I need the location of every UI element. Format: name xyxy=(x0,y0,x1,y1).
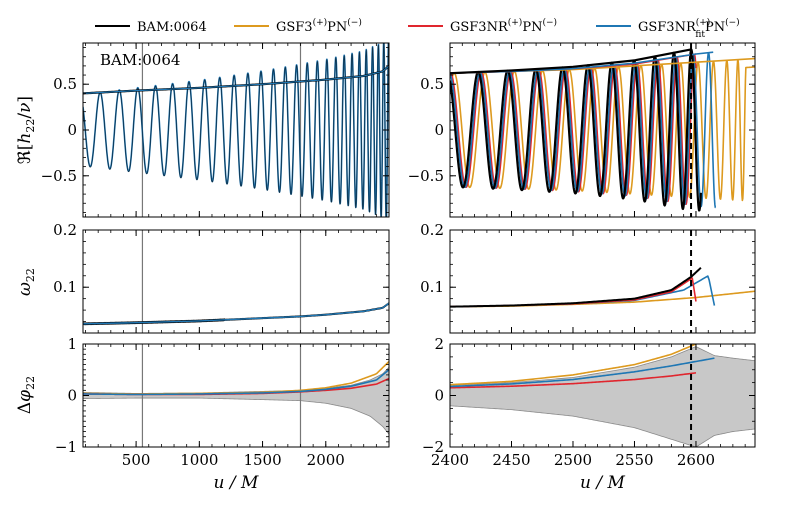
legend-label-gsf3nrfit: GSF3NR(+) fitPN(−) xyxy=(638,17,740,40)
panel-dphi22-full: 500 1000 1500 2000 −1 0 1 Δφ22 u / M xyxy=(15,335,390,493)
series-gsf3nrfit xyxy=(83,369,389,396)
y-tick-label: 0.5 xyxy=(420,75,444,93)
y-tick-label: 0.2 xyxy=(53,221,77,239)
y-tick-label: −1 xyxy=(55,438,77,456)
uncertainty-band xyxy=(450,346,755,447)
y-tick-label: −0.5 xyxy=(41,167,77,185)
x-tick-label: 2600 xyxy=(677,451,715,469)
legend-item-bam: BAM:0064 xyxy=(95,20,207,35)
x-tick-label: 2400 xyxy=(431,451,469,469)
y-tick-label: −2 xyxy=(422,438,444,456)
x-tick-label: 2550 xyxy=(615,451,653,469)
plot-area xyxy=(450,48,755,212)
x-tick-label: 2000 xyxy=(307,451,345,469)
y-axis-label: ω22 xyxy=(15,268,37,296)
y-tick-label: 0 xyxy=(434,121,444,139)
x-axis-label: u / M xyxy=(580,473,625,493)
y-tick-label: 0.2 xyxy=(420,221,444,239)
legend-item-gsf3nr: GSF3NR(+)PN(−) xyxy=(408,17,557,35)
panel-real-h22-zoom: −0.5 0 0.5 xyxy=(408,42,756,218)
axes-frame xyxy=(449,229,756,334)
plot-area xyxy=(450,344,755,447)
series-gsf3nr-wave xyxy=(450,53,697,206)
y-tick-label: 0 xyxy=(67,387,77,405)
x-tick-label: 2450 xyxy=(492,451,530,469)
y-axis-label: Δφ22 xyxy=(15,376,37,414)
y-axis-label: ℜ[h22/ν] xyxy=(15,96,37,164)
x-tick-label: 1000 xyxy=(180,451,218,469)
y-tick-label: 0 xyxy=(434,387,444,405)
series-bam-wave xyxy=(450,48,702,212)
x-tick-label: 500 xyxy=(122,451,151,469)
series-gsf3nrfit-envelope xyxy=(83,65,389,94)
series-gsf3-wave xyxy=(450,58,755,202)
legend-label-gsf3nr: GSF3NR(+)PN(−) xyxy=(450,17,557,35)
legend: BAM:0064 GSF3(+)PN(−) GSF3NR(+)PN(−) GSF… xyxy=(95,17,740,40)
y-tick-label: 0.1 xyxy=(53,278,77,296)
plot-area xyxy=(83,344,389,447)
panel-omega22-zoom: 0.1 0.2 xyxy=(420,221,756,334)
series-bam xyxy=(450,267,702,308)
plot-area xyxy=(83,230,389,333)
x-tick-label: 1500 xyxy=(243,451,281,469)
y-tick-label: 1 xyxy=(67,335,77,353)
legend-label-bam: BAM:0064 xyxy=(137,20,207,35)
series-gsf3nrfit xyxy=(83,302,389,325)
y-tick-label: 0.5 xyxy=(53,75,77,93)
panel-omega22-full: 0.1 0.2 ω22 xyxy=(15,221,390,334)
y-tick-label: −0.5 xyxy=(408,167,444,185)
x-tick-label: 2500 xyxy=(554,451,592,469)
plot-area xyxy=(83,43,389,217)
y-tick-label: 0 xyxy=(67,121,77,139)
panel-real-h22-full: −0.5 0 0.5 BAM:0064 ℜ[h22/ν] xyxy=(15,42,390,218)
series-gsf3 xyxy=(450,290,755,308)
y-tick-label: 2 xyxy=(434,335,444,353)
series-bam-wave xyxy=(83,43,389,217)
axes-frame xyxy=(82,229,390,334)
y-tick-label: 0.1 xyxy=(420,278,444,296)
series-bam xyxy=(83,302,389,326)
panel-annotation: BAM:0064 xyxy=(100,51,180,69)
legend-item-gsf3nrfit: GSF3NR(+) fitPN(−) xyxy=(596,17,740,40)
panel-dphi22-zoom: 2400 2450 2500 2550 2600 −2 0 2 u / M xyxy=(422,335,756,493)
plot-area xyxy=(450,267,755,308)
legend-label-gsf3: GSF3(+)PN(−) xyxy=(276,17,362,35)
series-gsf3nr xyxy=(450,372,697,389)
uncertainty-band xyxy=(83,366,389,435)
x-axis-label: u / M xyxy=(214,473,259,493)
panels: −0.500.5BAM:0064ℜ[h22/ν]−0.500.50.10.2ω2… xyxy=(15,42,756,493)
legend-item-gsf3: GSF3(+)PN(−) xyxy=(234,17,362,35)
series-gsf3nrfit xyxy=(450,357,715,388)
series-bam-envelope xyxy=(450,48,692,75)
series-gsf3 xyxy=(450,344,697,386)
